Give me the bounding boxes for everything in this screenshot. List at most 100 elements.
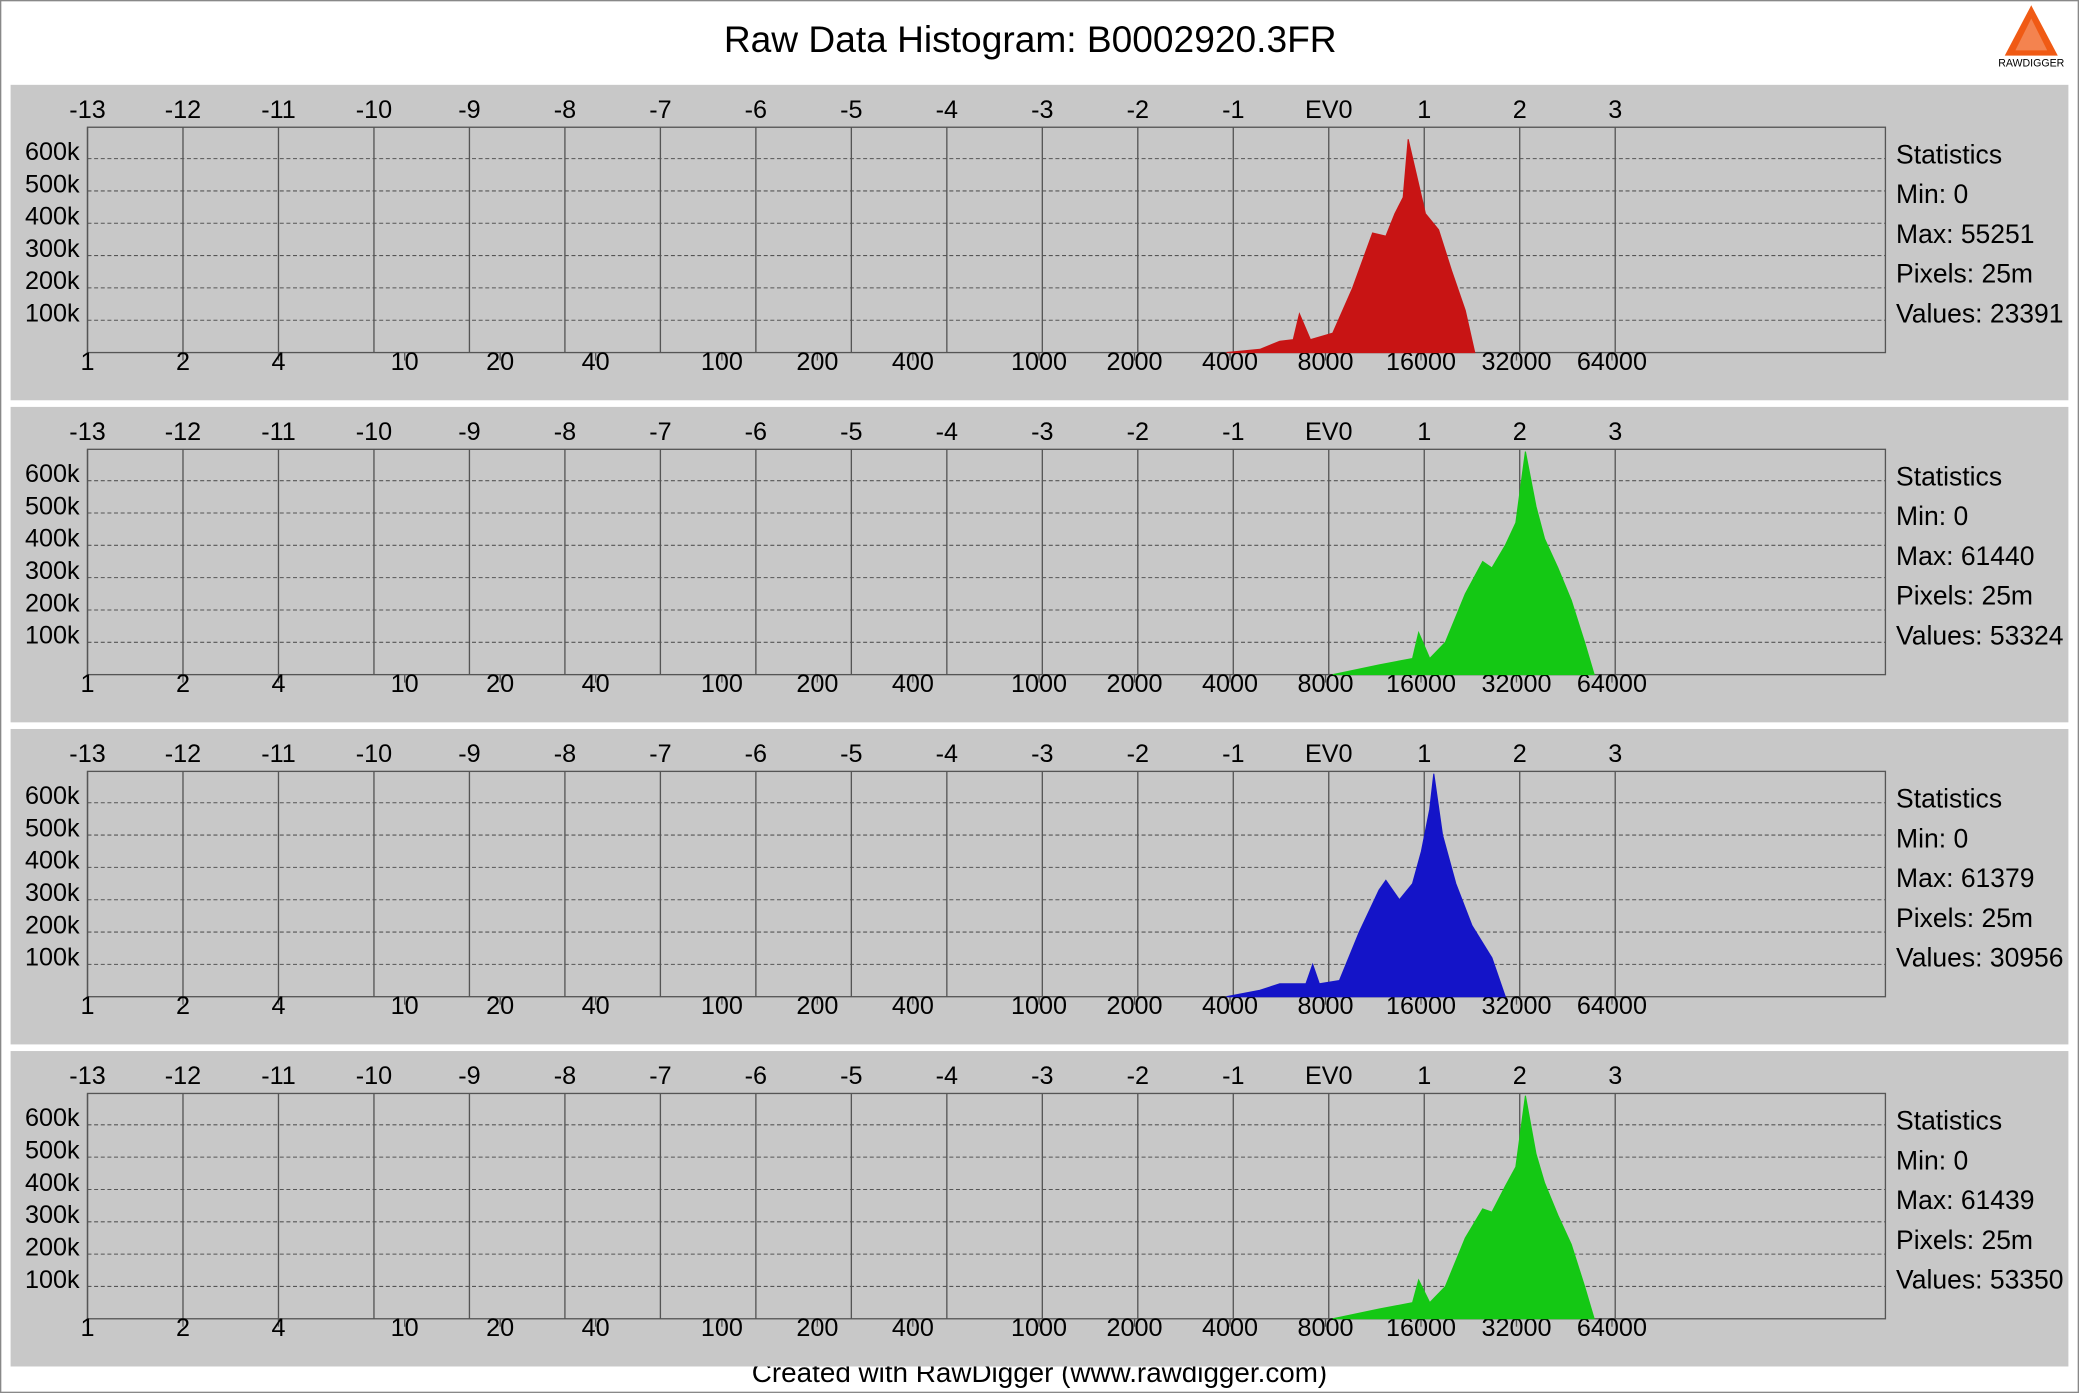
ev-tick-label: -6 bbox=[745, 1062, 767, 1090]
x-tick-label: 20 bbox=[486, 992, 514, 1020]
ev-tick-label: -9 bbox=[458, 96, 480, 124]
ev-tick-label: 3 bbox=[1608, 96, 1622, 124]
y-tick-label: 200k bbox=[25, 911, 80, 939]
statistics-line: Statistics bbox=[1896, 461, 2002, 491]
x-tick-label: 20 bbox=[486, 1314, 514, 1342]
x-tick-label: 64000 bbox=[1577, 348, 1647, 376]
ev-tick-label: 3 bbox=[1608, 1062, 1622, 1090]
x-tick-label: 64000 bbox=[1577, 992, 1647, 1020]
y-tick-label: 400k bbox=[25, 203, 80, 231]
ev-tick-label: -6 bbox=[745, 418, 767, 446]
ev-tick-label: -3 bbox=[1031, 418, 1053, 446]
x-tick-label: 4 bbox=[271, 348, 285, 376]
ev-tick-label: -9 bbox=[458, 1062, 480, 1090]
ev-tick-label: 1 bbox=[1417, 1062, 1431, 1090]
statistics-line: Pixels: 25m bbox=[1896, 1225, 2033, 1255]
y-tick-label: 200k bbox=[25, 1233, 80, 1261]
ev-tick-label: -8 bbox=[554, 740, 576, 768]
y-tick-label: 300k bbox=[25, 557, 80, 585]
x-tick-label: 2 bbox=[176, 1314, 190, 1342]
statistics-line: Max: 61439 bbox=[1896, 1185, 2035, 1215]
y-tick-label: 300k bbox=[25, 1201, 80, 1229]
ev-tick-label: -4 bbox=[936, 740, 958, 768]
x-tick-label: 10 bbox=[391, 1314, 419, 1342]
y-tick-label: 100k bbox=[25, 1266, 80, 1294]
ev-tick-label: EV0 bbox=[1305, 418, 1353, 446]
ev-tick-label: -1 bbox=[1222, 740, 1244, 768]
y-tick-label: 300k bbox=[25, 879, 80, 907]
ev-tick-label: -10 bbox=[356, 1062, 392, 1090]
y-tick-label: 200k bbox=[25, 267, 80, 295]
x-tick-label: 4 bbox=[271, 670, 285, 698]
x-tick-label: 40 bbox=[582, 992, 610, 1020]
statistics-line: Statistics bbox=[1896, 139, 2002, 169]
ev-tick-label: -11 bbox=[261, 1062, 296, 1090]
x-tick-label: 2000 bbox=[1107, 1314, 1163, 1342]
statistics-line: Statistics bbox=[1896, 1106, 2002, 1136]
y-tick-label: 600k bbox=[25, 1104, 80, 1132]
ev-tick-label: -12 bbox=[165, 418, 201, 446]
ev-tick-label: -13 bbox=[69, 740, 105, 768]
histogram-area bbox=[1332, 451, 1595, 676]
logo-inner bbox=[2015, 18, 2048, 51]
x-tick-label: 4 bbox=[271, 1314, 285, 1342]
histogram-panel: -13 -12 -11 -10 -9 -8 -7 -6 -5 -4 -3 -2 -1 EV0 1 2 3 100k… bbox=[10, 728, 2069, 1045]
statistics-line: Max: 61440 bbox=[1896, 541, 2035, 571]
ev-tick-label: 1 bbox=[1417, 418, 1431, 446]
x-tick-label: 20 bbox=[486, 670, 514, 698]
x-tick-label: 1000 bbox=[1011, 992, 1067, 1020]
logo-triangle bbox=[2004, 5, 2058, 56]
ev-tick-label: -12 bbox=[165, 740, 201, 768]
ev-tick-label: 1 bbox=[1417, 740, 1431, 768]
x-tick-label: 1000 bbox=[1011, 348, 1067, 376]
x-tick-label: 40 bbox=[582, 670, 610, 698]
statistics-line: Pixels: 25m bbox=[1896, 581, 2033, 611]
ev-tick-label: 2 bbox=[1513, 740, 1527, 768]
x-tick-label: 2000 bbox=[1107, 670, 1163, 698]
ev-tick-label: 3 bbox=[1608, 418, 1622, 446]
histogram-panel: -13 -12 -11 -10 -9 -8 -7 -6 -5 -4 -3 -2 -1 EV0 1 2 3 100k… bbox=[10, 406, 2069, 723]
statistics-line: Pixels: 25m bbox=[1896, 259, 2033, 289]
x-tick-label: 40 bbox=[582, 348, 610, 376]
x-tick-label: 100 bbox=[701, 670, 743, 698]
statistics-line: Max: 61379 bbox=[1896, 863, 2035, 893]
x-tick-label: 2 bbox=[176, 670, 190, 698]
ev-tick-label: 2 bbox=[1513, 1062, 1527, 1090]
y-tick-label: 600k bbox=[25, 782, 80, 810]
y-tick-label: 600k bbox=[25, 138, 80, 166]
x-tick-label: 400 bbox=[892, 1314, 934, 1342]
ev-tick-label: 2 bbox=[1513, 418, 1527, 446]
ev-tick-label: -9 bbox=[458, 418, 480, 446]
ev-tick-label: 1 bbox=[1417, 96, 1431, 124]
ev-tick-label: -7 bbox=[649, 418, 671, 446]
ev-tick-label: -12 bbox=[165, 96, 201, 124]
ev-tick-label: -5 bbox=[840, 1062, 862, 1090]
statistics-line: Min: 0 bbox=[1896, 823, 1968, 853]
y-tick-label: 100k bbox=[25, 944, 80, 972]
ev-tick-label: EV0 bbox=[1305, 1062, 1353, 1090]
statistics-line: Values: 30956 bbox=[1896, 943, 2064, 973]
ev-tick-label: -2 bbox=[1127, 418, 1149, 446]
ev-tick-label: -5 bbox=[840, 96, 862, 124]
ev-tick-label: -8 bbox=[554, 96, 576, 124]
x-tick-label: 2 bbox=[176, 992, 190, 1020]
y-tick-label: 100k bbox=[25, 622, 80, 650]
x-tick-label: 10 bbox=[391, 348, 419, 376]
ev-tick-label: -7 bbox=[649, 96, 671, 124]
y-tick-label: 200k bbox=[25, 589, 80, 617]
statistics-line: Statistics bbox=[1896, 784, 2002, 814]
title: Raw Data Histogram: B0002920.3FR bbox=[724, 18, 1337, 60]
ev-tick-label: -7 bbox=[649, 1062, 671, 1090]
ev-tick-label: EV0 bbox=[1305, 740, 1353, 768]
panel-background bbox=[10, 406, 2069, 723]
x-tick-label: 100 bbox=[701, 348, 743, 376]
x-tick-label: 20 bbox=[486, 348, 514, 376]
y-tick-label: 400k bbox=[25, 1169, 80, 1197]
ev-tick-label: -11 bbox=[261, 740, 296, 768]
statistics-line: Values: 23391 bbox=[1896, 298, 2064, 328]
x-tick-label: 100 bbox=[701, 1314, 743, 1342]
ev-tick-label: -8 bbox=[554, 418, 576, 446]
x-tick-label: 1 bbox=[81, 992, 95, 1020]
statistics-line: Min: 0 bbox=[1896, 179, 1968, 209]
